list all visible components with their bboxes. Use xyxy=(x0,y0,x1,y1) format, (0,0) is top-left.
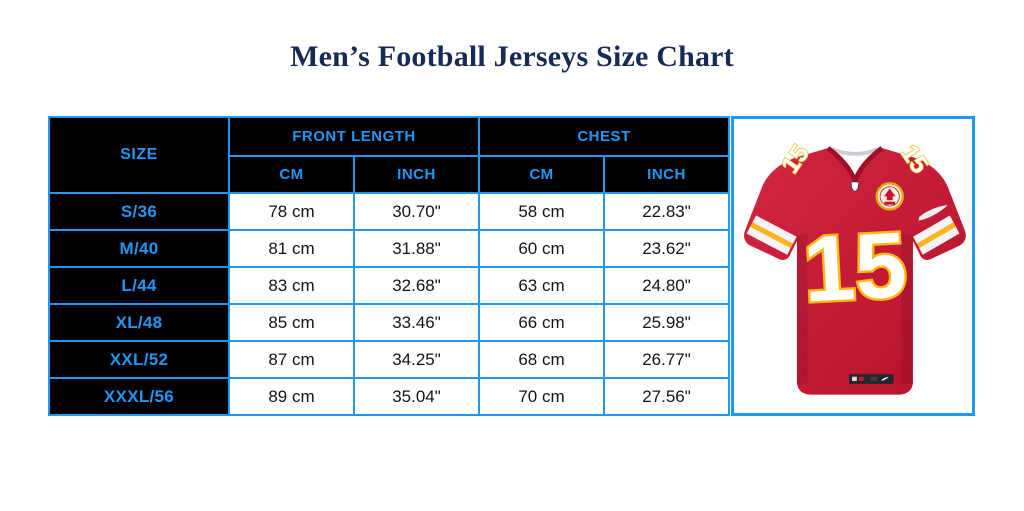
nfl-shield-icon xyxy=(850,181,860,193)
chest-inch-cell: 22.83" xyxy=(603,192,730,231)
column-header-front-cm: CM xyxy=(228,155,355,194)
chest-cm-cell: 70 cm xyxy=(478,377,605,416)
chest-inch-cell: 25.98" xyxy=(603,303,730,342)
front-length-inch-cell: 30.70" xyxy=(353,192,480,231)
left-sleeve-stripes xyxy=(746,215,797,255)
collar-trim xyxy=(826,146,884,184)
page-title: Men’s Football Jerseys Size Chart xyxy=(290,40,734,73)
size-chart-section: SIZE FRONT LENGTH CHEST CM INCH CM INCH … xyxy=(48,116,976,416)
nike-swoosh-icon xyxy=(918,205,948,221)
front-length-cm-cell: 87 cm xyxy=(228,340,355,379)
front-length-cm-cell: 89 cm xyxy=(228,377,355,416)
front-length-inch-cell: 34.25" xyxy=(353,340,480,379)
jersey-number: 15 xyxy=(801,212,910,321)
right-sleeve-stripes xyxy=(913,215,960,255)
jersey-product-image: 15 15 15 xyxy=(731,116,975,416)
front-length-inch-cell: 35.04" xyxy=(353,377,480,416)
chest-cm-cell: 58 cm xyxy=(478,192,605,231)
size-cell: L/44 xyxy=(48,266,230,305)
front-length-cm-cell: 81 cm xyxy=(228,229,355,268)
jersey-body xyxy=(744,148,966,395)
chest-cm-cell: 66 cm xyxy=(478,303,605,342)
table-row: XXXL/56 89 cm 35.04" 70 cm 27.56" xyxy=(48,377,730,416)
chest-cm-cell: 63 cm xyxy=(478,266,605,305)
column-header-chest-cm: CM xyxy=(478,155,605,194)
table-row: XXL/52 87 cm 34.25" 68 cm 26.77" xyxy=(48,340,730,379)
jersey-illustration: 15 15 15 xyxy=(744,139,966,395)
size-cell: XXXL/56 xyxy=(48,377,230,416)
table-row: M/40 81 cm 31.88" 60 cm 23.62" xyxy=(48,229,730,268)
size-cell: XXL/52 xyxy=(48,340,230,379)
chest-cm-cell: 68 cm xyxy=(478,340,605,379)
table-row: XL/48 85 cm 33.46" 66 cm 25.98" xyxy=(48,303,730,342)
chest-cm-cell: 60 cm xyxy=(478,229,605,268)
jock-tag xyxy=(849,374,894,384)
column-group-front-length: FRONT LENGTH xyxy=(228,116,480,157)
collar-back xyxy=(830,147,879,156)
front-length-inch-cell: 32.68" xyxy=(353,266,480,305)
front-length-inch-cell: 31.88" xyxy=(353,229,480,268)
chest-inch-cell: 23.62" xyxy=(603,229,730,268)
size-cell: S/36 xyxy=(48,192,230,231)
front-length-cm-cell: 83 cm xyxy=(228,266,355,305)
table-row: S/36 78 cm 30.70" 58 cm 22.83" xyxy=(48,192,730,231)
column-header-size: SIZE xyxy=(48,116,230,194)
table-row: L/44 83 cm 32.68" 63 cm 24.80" xyxy=(48,266,730,305)
column-header-chest-inch: INCH xyxy=(603,155,730,194)
size-chart-table: SIZE FRONT LENGTH CHEST CM INCH CM INCH … xyxy=(48,116,730,416)
chest-inch-cell: 26.77" xyxy=(603,340,730,379)
team-patch-icon xyxy=(875,182,904,211)
chest-inch-cell: 27.56" xyxy=(603,377,730,416)
chest-inch-cell: 24.80" xyxy=(603,266,730,305)
front-length-cm-cell: 85 cm xyxy=(228,303,355,342)
size-cell: M/40 xyxy=(48,229,230,268)
column-header-front-inch: INCH xyxy=(353,155,480,194)
size-cell: XL/48 xyxy=(48,303,230,342)
column-group-chest: CHEST xyxy=(478,116,730,157)
front-length-inch-cell: 33.46" xyxy=(353,303,480,342)
front-length-cm-cell: 78 cm xyxy=(228,192,355,231)
